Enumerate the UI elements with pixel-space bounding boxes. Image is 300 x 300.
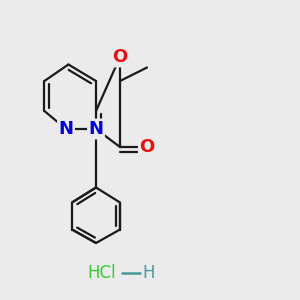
Text: O: O [140,138,154,156]
Text: HCl: HCl [88,264,116,282]
Text: H: H [142,264,155,282]
Text: N: N [88,120,104,138]
Text: O: O [112,48,128,66]
Text: N: N [58,120,74,138]
